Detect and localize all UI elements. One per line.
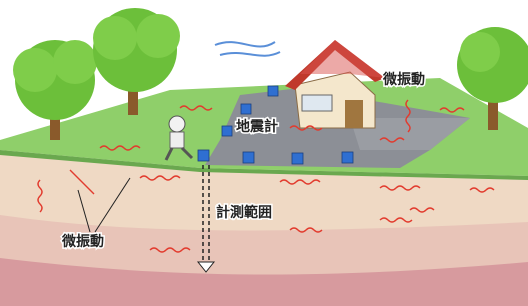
label: 計測範囲 — [216, 204, 272, 221]
wind — [215, 42, 280, 56]
label: 地震計 — [236, 118, 278, 135]
illustration: 微振動 地震計 計測範囲 微振動 — [0, 0, 528, 306]
label: 微振動 — [61, 233, 104, 250]
label: 微振動 — [382, 71, 425, 88]
